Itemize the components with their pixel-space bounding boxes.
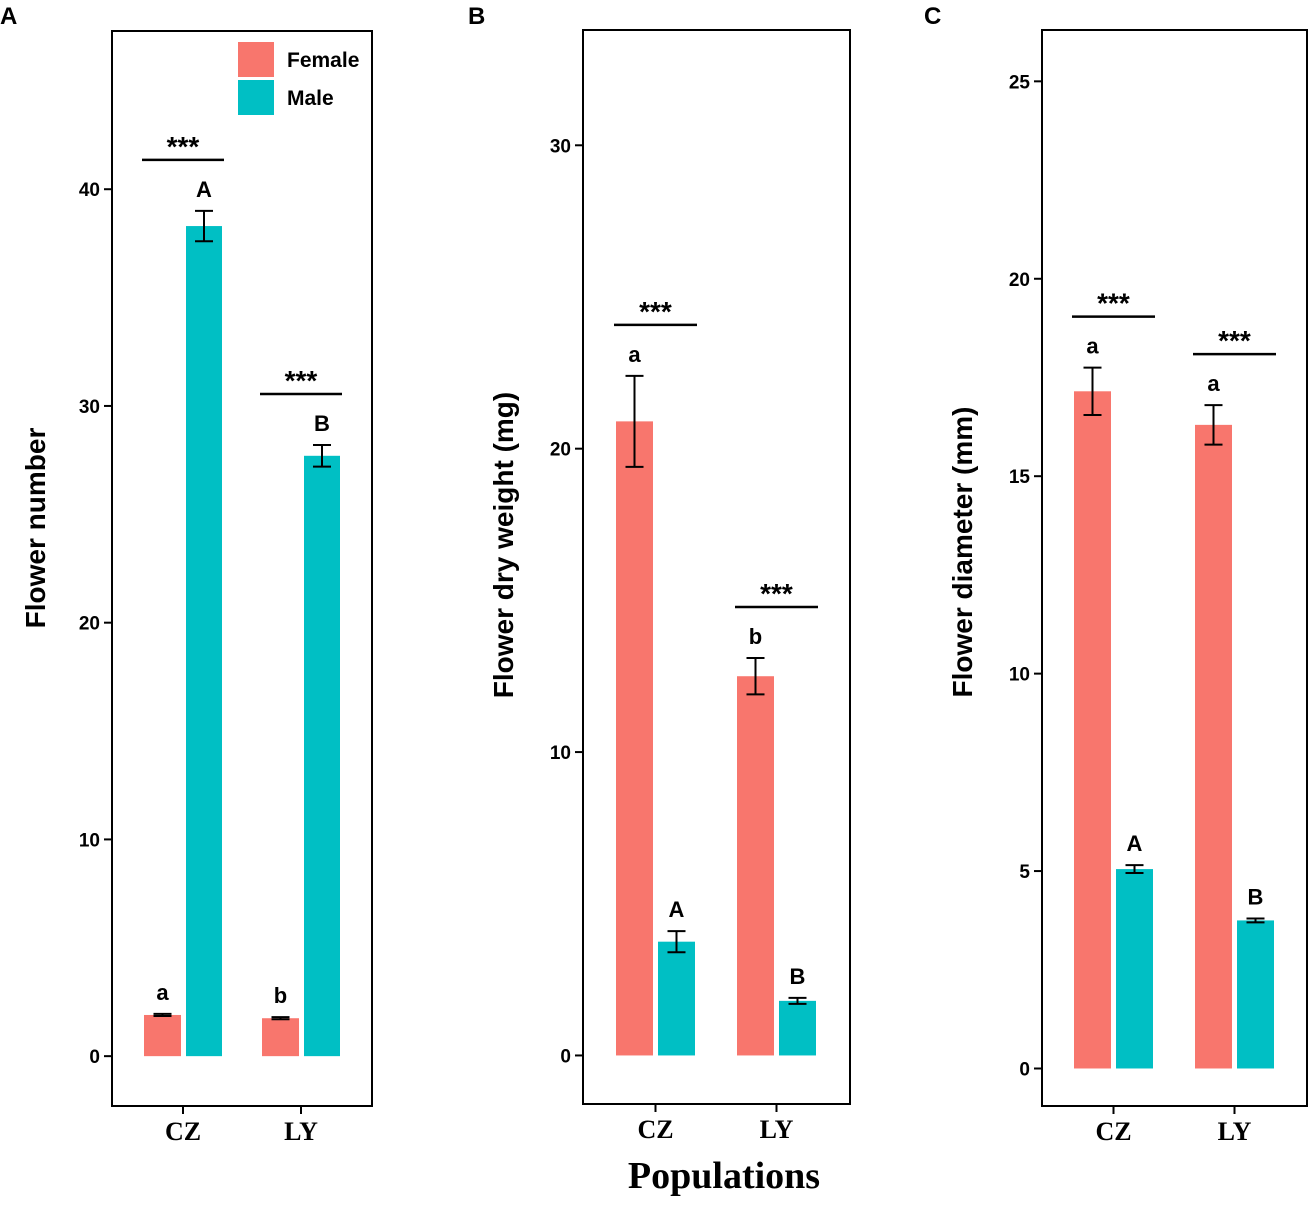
legend-swatch-male <box>238 80 274 115</box>
category-label: LY <box>760 1115 794 1144</box>
significance-label: *** <box>1218 325 1251 356</box>
y-tick-label: 25 <box>1009 72 1031 93</box>
group-letter-label: b <box>274 983 287 1008</box>
y-tick-label: 5 <box>1019 862 1030 883</box>
y-tick-label: 30 <box>79 397 100 418</box>
group-letter-label: a <box>156 980 169 1005</box>
group-letter-label: A <box>669 897 685 922</box>
panel-letter: A <box>0 3 17 30</box>
plot-frame <box>582 29 851 1105</box>
group-letter-label: A <box>1127 831 1143 856</box>
group-letter-label: b <box>749 624 762 649</box>
y-tick-label: 0 <box>1019 1059 1030 1080</box>
legend-label-female: Female <box>287 49 359 72</box>
legend: Female Male <box>238 42 359 115</box>
bar-female-ly <box>737 676 774 1056</box>
category-label: CZ <box>637 1115 673 1144</box>
y-tick-label: 10 <box>550 743 571 764</box>
y-axis-label: Flower number <box>20 428 51 629</box>
category-label: CZ <box>1095 1117 1131 1146</box>
significance-label: *** <box>760 578 793 609</box>
legend-label-male: Male <box>287 87 334 110</box>
panel-a: A 0 10 20 30 40 Flower number CZ LY a b A B *** *** <box>0 3 373 1146</box>
significance-label: *** <box>1097 288 1130 319</box>
group-letter-label: B <box>790 964 806 989</box>
plot-frame <box>1041 29 1308 1107</box>
y-tick-label: 10 <box>79 830 100 851</box>
panel-letter: B <box>468 3 485 30</box>
panel-c: C 0 5 10 15 20 25 Flower diameter (mm) CZ LY a a A B *… <box>924 3 1308 1146</box>
y-tick-label: 30 <box>550 136 571 157</box>
plot-frame <box>111 30 373 1107</box>
category-label: LY <box>1218 1117 1252 1146</box>
bar-female-ly <box>262 1018 299 1057</box>
bar-male-cz <box>658 941 695 1056</box>
significance-label: *** <box>167 131 200 162</box>
bar-male-cz <box>1116 869 1153 1069</box>
panel-b: B 0 10 20 30 Flower dry weight (mg) CZ LY a b A B **… <box>468 3 851 1144</box>
bar-female-cz <box>1074 391 1111 1069</box>
bar-female-cz <box>144 1014 181 1057</box>
legend-swatch-female <box>238 42 274 77</box>
bar-male-cz <box>186 226 222 1057</box>
bar-male-ly <box>304 455 340 1057</box>
group-letter-label: B <box>1248 884 1264 909</box>
group-letter-label: a <box>628 342 641 367</box>
group-letter-label: A <box>196 177 212 202</box>
bar-male-ly <box>779 1000 816 1056</box>
bar-male-ly <box>1237 920 1274 1069</box>
category-label: CZ <box>165 1117 201 1146</box>
y-tick-label: 0 <box>560 1046 571 1067</box>
group-letter-label: a <box>1086 334 1099 359</box>
y-axis-label: Flower diameter (mm) <box>947 407 978 698</box>
y-axis-label: Flower dry weight (mg) <box>488 392 519 698</box>
y-tick-label: 15 <box>1009 467 1031 488</box>
category-label: LY <box>284 1117 318 1146</box>
y-tick-label: 40 <box>79 180 100 201</box>
bar-female-cz <box>616 421 653 1056</box>
group-letter-label: a <box>1207 371 1220 396</box>
x-axis-label: Populations <box>628 1155 820 1197</box>
significance-label: *** <box>285 365 318 396</box>
bar-female-ly <box>1195 424 1232 1069</box>
significance-label: *** <box>639 296 672 327</box>
y-tick-label: 20 <box>1009 270 1030 291</box>
y-tick-label: 20 <box>550 440 571 461</box>
panel-letter: C <box>924 3 941 30</box>
y-tick-label: 0 <box>89 1047 100 1068</box>
y-tick-label: 20 <box>79 614 100 635</box>
y-tick-label: 10 <box>1009 665 1030 686</box>
group-letter-label: B <box>314 411 330 436</box>
